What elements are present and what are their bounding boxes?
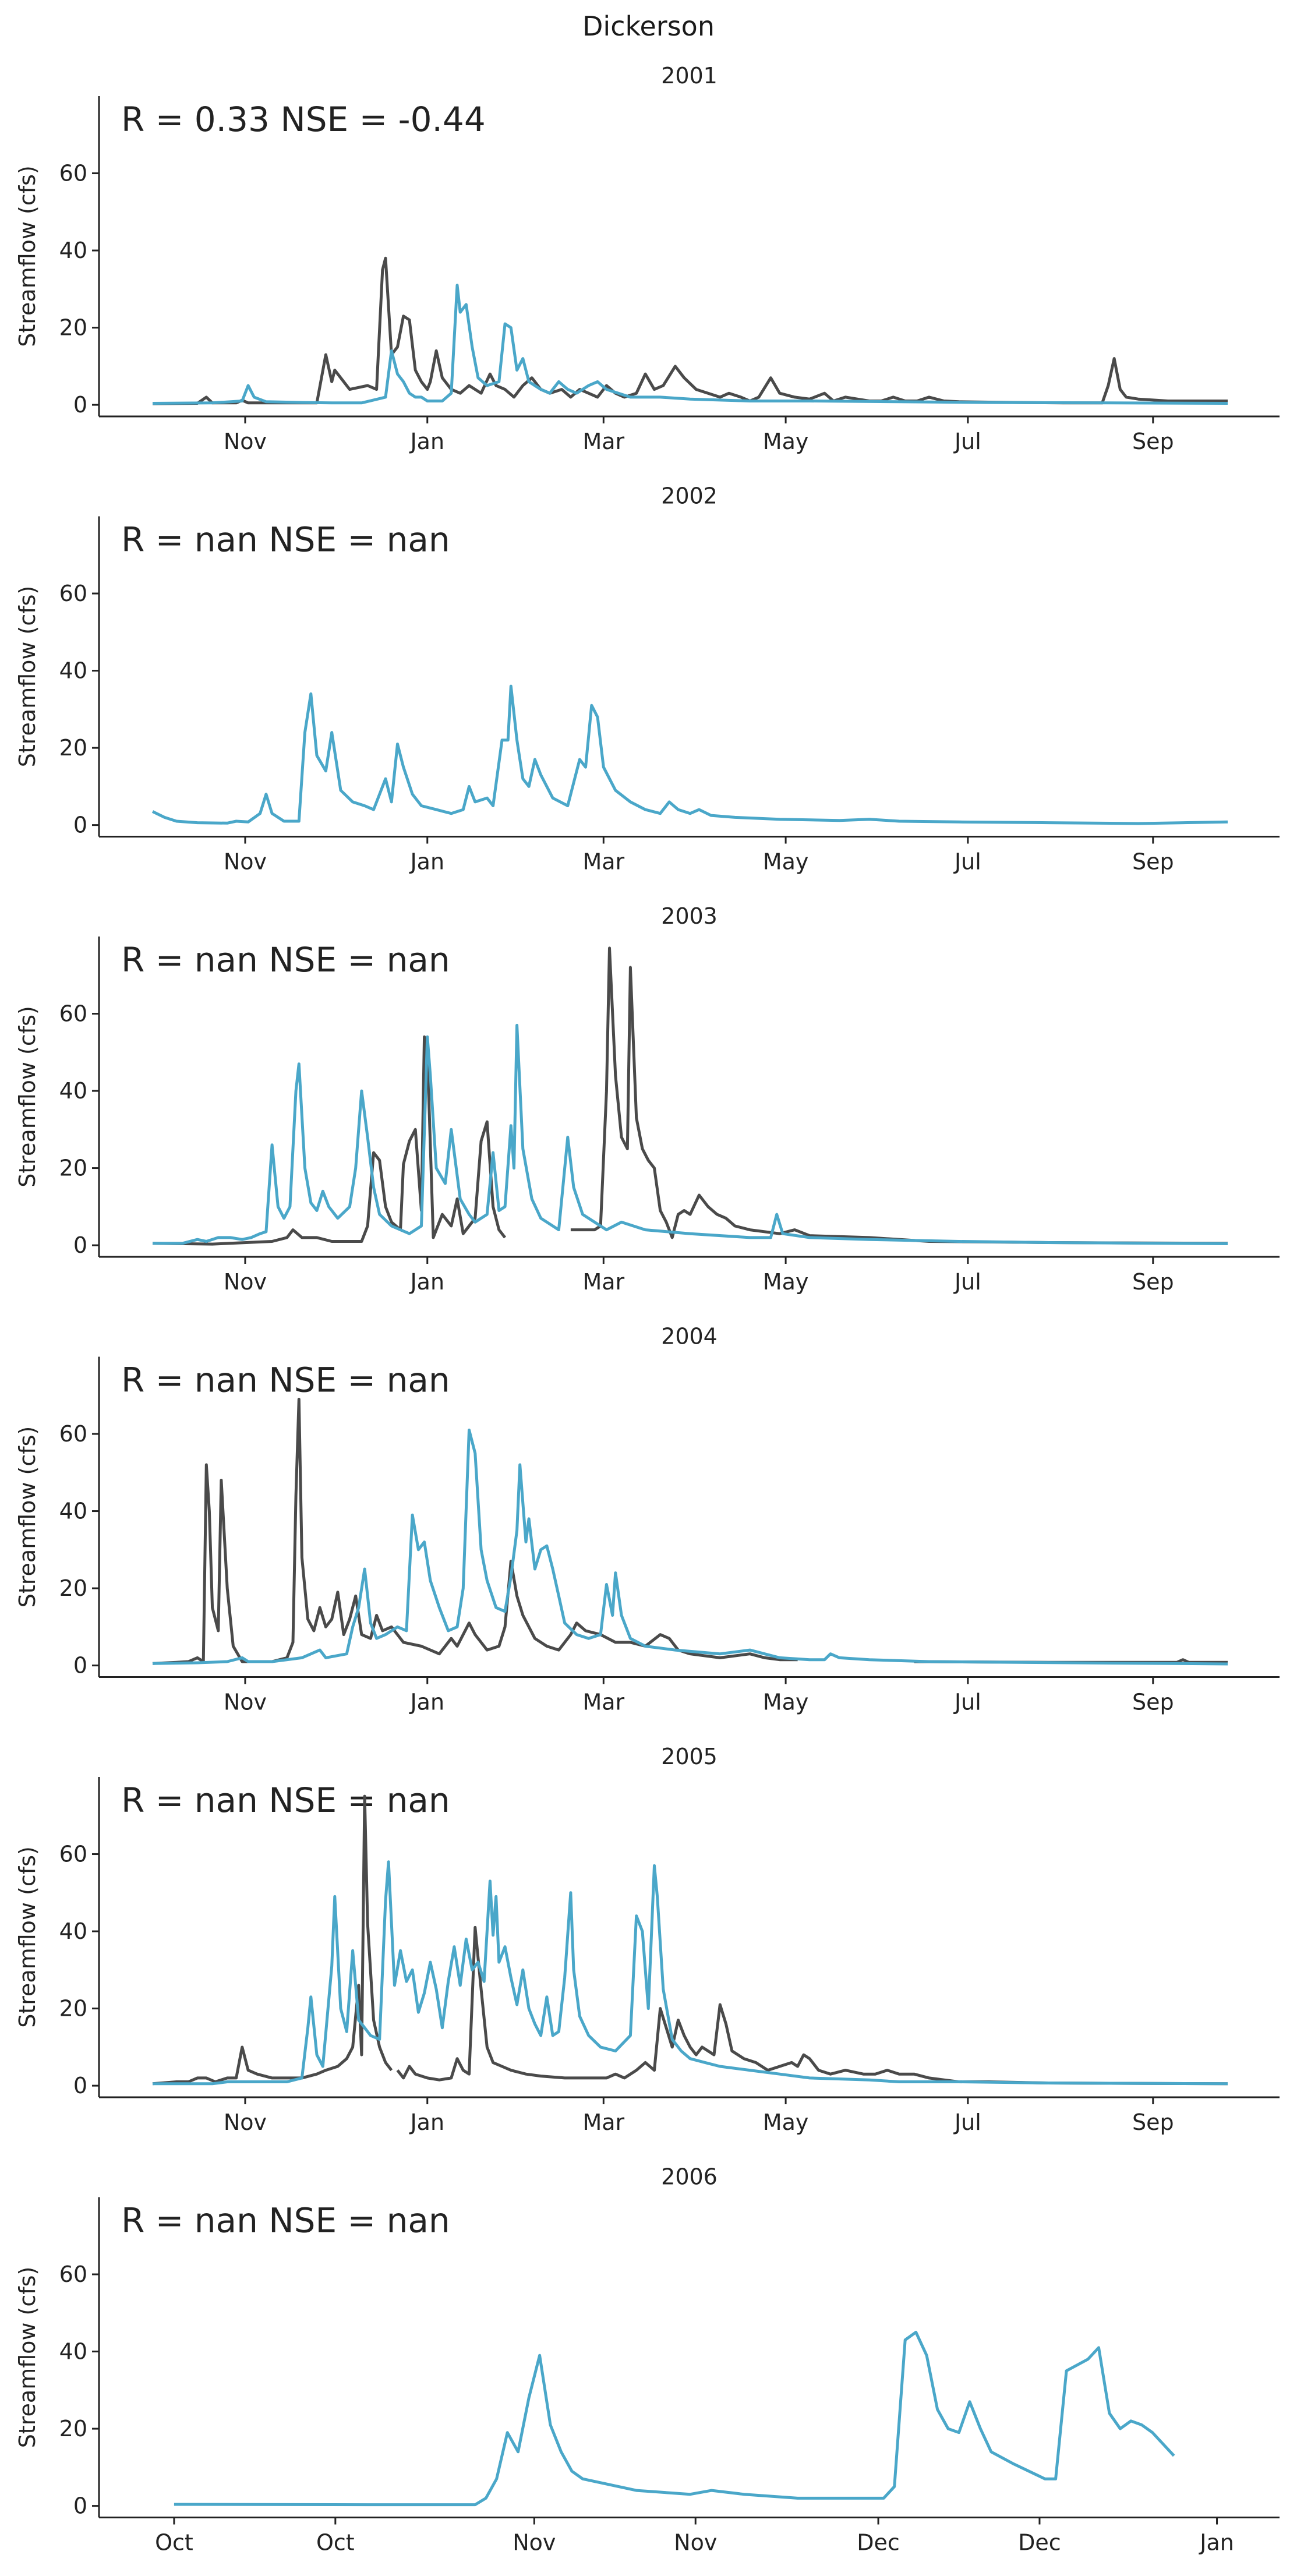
y-tick-label: 20 — [59, 2416, 87, 2441]
x-tick-label: Sep — [1132, 2109, 1174, 2135]
x-tick-label: Dec — [857, 2530, 900, 2556]
x-tick-label: Sep — [1132, 849, 1174, 875]
stats-annotation: R = nan NSE = nan — [121, 1780, 450, 1820]
panel-title: 2002 — [661, 483, 718, 509]
y-tick-label: 20 — [59, 1996, 87, 2022]
y-tick-label: 60 — [59, 1421, 87, 1447]
observed-series-line — [570, 946, 1228, 1245]
panel-title: 2006 — [661, 2164, 718, 2190]
x-tick-label: Nov — [224, 429, 267, 454]
y-tick-label: 0 — [73, 2073, 87, 2098]
y-axis-label: Streamflow (cfs) — [15, 1006, 40, 1188]
y-tick-label: 20 — [59, 1156, 87, 1181]
panel-title: 2003 — [661, 903, 718, 929]
observed-series-line — [152, 1397, 798, 1665]
stats-annotation: R = nan NSE = nan — [121, 1361, 450, 1400]
x-tick-label: Jul — [953, 1269, 981, 1295]
y-tick-label: 40 — [59, 238, 87, 263]
x-tick-label: Jul — [953, 849, 981, 875]
x-tick-label: Nov — [224, 1269, 267, 1295]
x-tick-label: May — [763, 429, 809, 454]
x-tick-label: Jan — [409, 429, 444, 454]
y-axis-label: Streamflow (cfs) — [15, 586, 40, 768]
x-tick-label: Mar — [582, 2109, 624, 2135]
x-tick-label: Sep — [1132, 1690, 1174, 1715]
y-tick-label: 0 — [73, 2493, 87, 2519]
y-tick-label: 40 — [59, 1499, 87, 1524]
x-tick-label: Mar — [582, 429, 624, 454]
stats-annotation: R = nan NSE = nan — [121, 520, 450, 560]
x-tick-label: Jul — [953, 1690, 981, 1715]
x-tick-label: Jan — [409, 2109, 444, 2135]
y-tick-label: 0 — [73, 392, 87, 418]
simulated-series-line — [152, 1428, 1228, 1666]
x-tick-label: Jul — [953, 2109, 981, 2135]
figure-title: Dickerson — [582, 10, 715, 42]
x-tick-label: Mar — [582, 849, 624, 875]
y-tick-label: 40 — [59, 2339, 87, 2365]
simulated-series-line — [153, 1860, 1228, 2086]
y-tick-label: 60 — [59, 1001, 87, 1027]
panel-title: 2001 — [661, 63, 718, 89]
x-tick-label: Sep — [1132, 429, 1174, 454]
x-tick-label: Jan — [409, 1269, 444, 1295]
x-tick-label: May — [763, 1269, 809, 1295]
observed-series-line — [152, 1794, 393, 2086]
y-tick-label: 20 — [59, 1575, 87, 1601]
x-tick-label: Dec — [1018, 2530, 1061, 2556]
observed-series-line — [152, 256, 1228, 405]
x-tick-label: Mar — [582, 1269, 624, 1295]
simulated-series-line — [153, 1023, 1228, 1245]
x-tick-label: Nov — [224, 2109, 267, 2135]
stats-annotation: R = nan NSE = nan — [121, 2201, 450, 2241]
y-tick-label: 40 — [59, 1918, 87, 1944]
simulated-series-line — [152, 284, 1228, 405]
y-tick-label: 60 — [59, 2261, 87, 2287]
x-tick-label: Sep — [1132, 1269, 1174, 1295]
x-tick-label: Jan — [409, 849, 444, 875]
panel-title: 2004 — [661, 1324, 718, 1349]
y-tick-label: 0 — [73, 1653, 87, 1679]
x-tick-label: Nov — [224, 1690, 267, 1715]
y-tick-label: 40 — [59, 1078, 87, 1104]
y-tick-label: 60 — [59, 581, 87, 606]
x-tick-label: Nov — [513, 2530, 556, 2556]
y-tick-label: 20 — [59, 735, 87, 761]
x-tick-label: Oct — [155, 2530, 193, 2556]
simulated-series-line — [151, 684, 1228, 825]
y-tick-label: 20 — [59, 315, 87, 341]
y-axis-label: Streamflow (cfs) — [15, 165, 40, 347]
x-tick-label: Jul — [953, 429, 981, 454]
x-tick-label: Jan — [1199, 2530, 1234, 2556]
y-tick-label: 60 — [59, 161, 87, 186]
y-tick-label: 60 — [59, 1842, 87, 1867]
x-tick-label: May — [763, 1690, 809, 1715]
simulated-series-line — [174, 2330, 1175, 2507]
x-tick-label: May — [763, 849, 809, 875]
y-tick-label: 0 — [73, 1232, 87, 1258]
panel-title: 2005 — [661, 1744, 718, 1769]
x-tick-label: May — [763, 2109, 809, 2135]
x-tick-label: Jan — [409, 1690, 444, 1715]
y-axis-label: Streamflow (cfs) — [15, 1426, 40, 1608]
y-tick-label: 40 — [59, 658, 87, 684]
x-tick-label: Nov — [224, 849, 267, 875]
x-tick-label: Mar — [582, 1690, 624, 1715]
x-tick-label: Oct — [316, 2530, 355, 2556]
y-axis-label: Streamflow (cfs) — [15, 2267, 40, 2448]
x-tick-label: Nov — [674, 2530, 717, 2556]
observed-series-line — [396, 1925, 1228, 2086]
stats-annotation: R = nan NSE = nan — [121, 940, 450, 980]
stats-annotation: R = 0.33 NSE = -0.44 — [121, 100, 486, 139]
y-tick-label: 0 — [73, 812, 87, 838]
y-axis-label: Streamflow (cfs) — [15, 1846, 40, 2028]
